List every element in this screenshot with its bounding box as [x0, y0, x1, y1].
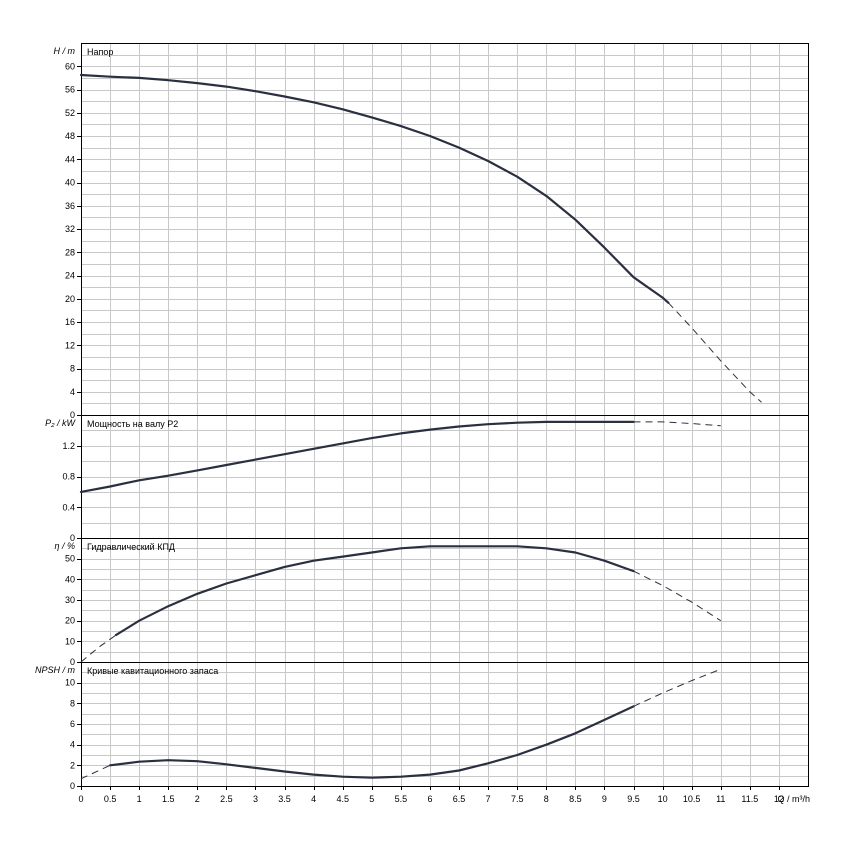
y-tick-label: 20 — [65, 294, 75, 304]
y-tick-label: 50 — [65, 554, 75, 564]
x-tick-label: 3.5 — [278, 794, 291, 804]
y-tick-label: 10 — [65, 678, 75, 688]
y-tick-label: 36 — [65, 201, 75, 211]
dashed-curve-2-1 — [80, 634, 117, 663]
y-tick-label: 4 — [70, 740, 75, 750]
x-tick-label: 12 — [774, 794, 784, 804]
y-tick-label: 0 — [70, 533, 75, 543]
solid-curve-3-0 — [109, 705, 635, 779]
x-tick-label: 6.5 — [453, 794, 466, 804]
solid-curve-2-0 — [114, 545, 635, 637]
panel-title: Гидравлический КПД — [87, 542, 175, 552]
y-tick-label: 0 — [70, 657, 75, 667]
y-tick-label: 28 — [65, 247, 75, 257]
x-tick-label: 7.5 — [511, 794, 524, 804]
y-tick-label: 52 — [65, 108, 75, 118]
x-tick-label: 4 — [311, 794, 316, 804]
x-tick-label: 8 — [544, 794, 549, 804]
y-tick-label: 6 — [70, 719, 75, 729]
x-tick-label: 2.5 — [220, 794, 233, 804]
x-tick-label: 1.5 — [162, 794, 175, 804]
x-axis-label: Q / m³/h — [777, 794, 810, 804]
y-tick-label: 0 — [70, 410, 75, 420]
y-axis-label: η / % — [54, 541, 75, 551]
y-tick-label: 16 — [65, 317, 75, 327]
dashed-curve-3-2 — [633, 668, 721, 707]
solid-curve-1-0 — [79, 420, 635, 493]
x-tick-label: 2 — [195, 794, 200, 804]
y-tick-label: 20 — [65, 616, 75, 626]
panel-title: Кривые кавитационного запаса — [87, 666, 218, 676]
y-tick-label: 4 — [70, 387, 75, 397]
x-tick-label: 11 — [716, 794, 725, 804]
y-tick-label: 12 — [65, 340, 75, 350]
y-tick-label: 40 — [65, 178, 75, 188]
y-axis-label: P₂ / kW — [45, 418, 76, 428]
y-tick-label: 56 — [65, 85, 75, 95]
y-axis-label: H / m — [54, 46, 76, 56]
y-tick-label: 8 — [70, 698, 75, 708]
x-tick-label: 8.5 — [569, 794, 582, 804]
y-tick-label: 0 — [70, 781, 75, 791]
x-tick-label: 0 — [78, 794, 83, 804]
y-tick-label: 10 — [65, 636, 75, 646]
x-tick-label: 5 — [369, 794, 374, 804]
y-tick-label: 0.8 — [62, 472, 75, 482]
dashed-curve-1-1 — [633, 421, 721, 427]
x-tick-label: 1 — [137, 794, 142, 804]
y-tick-label: 30 — [65, 595, 75, 605]
y-tick-label: 60 — [65, 61, 75, 71]
x-tick-label: 3 — [253, 794, 258, 804]
y-tick-label: 24 — [65, 271, 75, 281]
dashed-curve-0-1 — [668, 302, 762, 403]
x-tick-label: 9.5 — [627, 794, 640, 804]
y-tick-label: 40 — [65, 574, 75, 584]
x-tick-label: 9 — [602, 794, 607, 804]
panel-title: Напор — [87, 47, 113, 57]
dashed-curve-2-2 — [633, 570, 722, 622]
x-tick-label: 11.5 — [741, 794, 758, 804]
x-tick-label: 5.5 — [395, 794, 408, 804]
panel-title: Мощность на валу P2 — [87, 419, 178, 429]
x-tick-label: 4.5 — [336, 794, 349, 804]
dashed-curve-3-1 — [80, 764, 111, 780]
y-tick-label: 0.4 — [62, 502, 75, 512]
y-tick-label: 32 — [65, 224, 75, 234]
x-tick-label: 0.5 — [104, 794, 117, 804]
y-tick-label: 8 — [70, 364, 75, 374]
panel-frame — [81, 662, 809, 787]
x-tick-label: 7 — [486, 794, 491, 804]
y-axis-label: NPSH / m — [35, 665, 76, 675]
y-tick-label: 2 — [70, 760, 75, 770]
x-tick-label: 10.5 — [683, 794, 701, 804]
y-tick-label: 48 — [65, 131, 75, 141]
y-tick-label: 44 — [65, 154, 75, 164]
x-tick-label: 6 — [427, 794, 432, 804]
x-tick-label: 10 — [658, 794, 668, 804]
solid-curve-0-0 — [79, 73, 670, 304]
y-tick-label: 1.2 — [62, 441, 75, 451]
